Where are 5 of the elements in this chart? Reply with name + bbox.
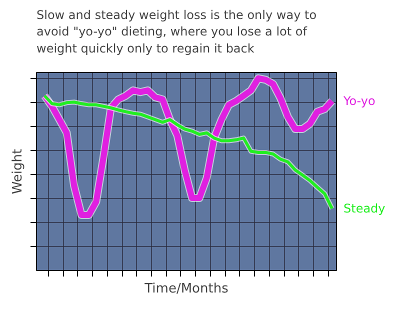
- y-axis-title: Weight: [10, 148, 26, 194]
- chart-title: Slow and steady weight loss is the only way to avoid "yo-yo" dieting, where you lose a lot of weight quickly only to regain it back: [36, 8, 317, 56]
- x-axis-title: Time/Months: [144, 282, 229, 296]
- series-label: Yo-yo: [342, 94, 376, 108]
- series-label: Steady: [344, 202, 386, 216]
